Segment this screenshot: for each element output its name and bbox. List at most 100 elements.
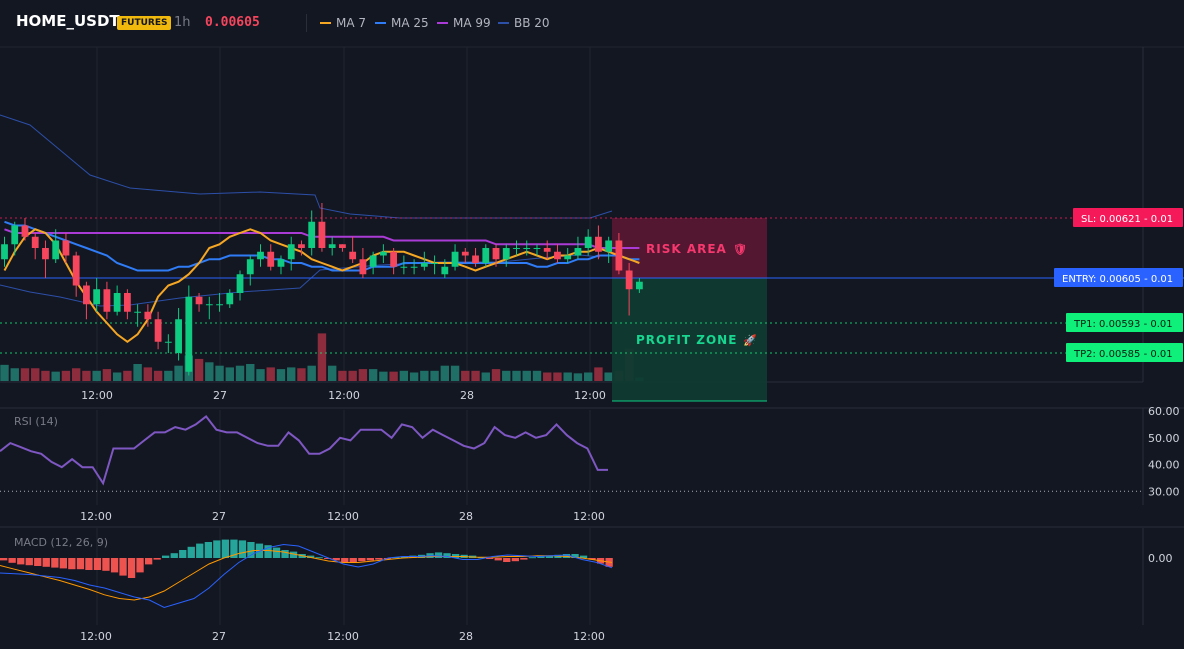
legend-bb20[interactable]: BB 20: [498, 16, 550, 30]
candle-body: [277, 259, 285, 267]
macd-histogram-bar: [170, 553, 178, 558]
candle-body: [625, 270, 633, 290]
symbol-name[interactable]: HOME_USDT: [16, 12, 120, 30]
price-time-axis: 12:00 27 12:00 28 12:00: [81, 389, 606, 402]
tp1-tag[interactable]: TP1: 0.00593 - 0.01: [1066, 313, 1183, 332]
candle-body: [154, 319, 162, 342]
candlesticks: [1, 203, 643, 376]
chart-header: HOME_USDT FUTURES 1h 0.00605 MA 7 MA 25 …: [0, 0, 1184, 46]
risk-area-label: RISK AREA 🛡: [646, 242, 748, 256]
macd-histogram-bar: [332, 558, 340, 561]
candle-body: [533, 248, 541, 249]
candle-body: [379, 251, 387, 256]
legend-ma7-swatch: [320, 21, 331, 24]
volume-bar: [194, 358, 204, 381]
macd-pane[interactable]: MACD (12, 26, 9) 0.00 12:00 27 12:00 28 12:00: [0, 536, 1173, 643]
volume-bar: [553, 372, 562, 381]
entry-tag-label: ENTRY: 0.00605 - 0.01: [1062, 274, 1173, 285]
timeframe-label[interactable]: 1h: [174, 15, 191, 30]
sl-tag[interactable]: SL: 0.00621 - 0.01: [1073, 208, 1183, 227]
volume-bar: [266, 367, 275, 381]
macd-histogram-bar: [68, 558, 76, 570]
legend-ma99-swatch: [437, 21, 448, 24]
bb-lower-line: [0, 254, 601, 307]
tp2-tag[interactable]: TP2: 0.00585 - 0.01: [1066, 343, 1183, 362]
macd-histogram-bar: [571, 554, 579, 558]
candle-body: [328, 244, 336, 248]
volume-bar: [225, 367, 234, 381]
volume-bar: [82, 370, 91, 381]
candle-body: [410, 266, 418, 268]
volume-bar: [604, 372, 613, 381]
rsi-y-tick: 50.00: [1148, 432, 1180, 445]
legend-ma25-swatch: [375, 21, 386, 24]
candle-body: [472, 255, 479, 263]
ma25-line: [4, 220, 640, 272]
volume-bar: [20, 368, 30, 381]
macd-histogram-bar: [110, 558, 119, 573]
candle-body: [175, 319, 182, 353]
volume-bar: [522, 370, 531, 381]
risk-area-text: RISK AREA: [646, 242, 727, 256]
candle-body: [72, 255, 80, 286]
volume-bar: [235, 365, 245, 381]
macd-line: [0, 543, 613, 609]
legend-ma7[interactable]: MA 7: [320, 16, 366, 30]
volume-bar: [338, 370, 347, 381]
candle-body: [605, 240, 613, 252]
time-tick-label: 28: [459, 510, 473, 523]
macd-histogram-bar: [187, 546, 195, 558]
bb-upper-line: [0, 114, 613, 219]
legend-ma25-label: MA 25: [391, 16, 429, 30]
macd-histogram-bar: [486, 558, 494, 559]
macd-histogram-bar: [264, 545, 272, 558]
sl-tag-bg: [1073, 208, 1183, 227]
macd-histogram-bar: [127, 558, 136, 578]
volume-bar: [358, 369, 368, 381]
shield-icon: 🛡: [733, 243, 748, 256]
legend-ma25[interactable]: MA 25: [375, 16, 429, 30]
legend-ma99-label: MA 99: [453, 16, 491, 30]
profit-zone-label: PROFIT ZONE 🚀: [636, 333, 758, 347]
rsi-title: RSI (14): [14, 415, 58, 428]
candle-body: [267, 251, 275, 267]
candle-body: [42, 248, 49, 260]
entry-tag[interactable]: ENTRY: 0.00605 - 0.01: [1054, 268, 1183, 287]
candle-body: [164, 341, 172, 343]
trade-zones: RISK AREA 🛡 PROFIT ZONE 🚀: [612, 218, 767, 402]
volume-bar: [205, 362, 214, 381]
volume-bar: [327, 365, 337, 381]
volume-bar: [430, 370, 439, 381]
price-pane[interactable]: RISK AREA 🛡 PROFIT ZONE 🚀 SL: 0.00621 - 0.…: [0, 114, 1184, 402]
volume-bar: [297, 368, 306, 381]
volume-bar: [409, 372, 419, 381]
macd-histogram-bar: [51, 558, 59, 568]
volume-bar: [153, 370, 163, 381]
candle-body: [226, 293, 234, 305]
candle-body: [134, 311, 142, 313]
macd-histogram-bar: [179, 550, 187, 558]
volume-bar: [71, 368, 81, 381]
time-tick-label: 12:00: [573, 510, 605, 523]
volume-bar: [256, 369, 265, 381]
candle-body: [564, 255, 572, 260]
macd-histogram-bar: [545, 555, 554, 558]
macd-histogram-bar: [17, 558, 25, 565]
rsi-line: [0, 414, 608, 486]
candle-body: [257, 251, 264, 260]
candle-body: [318, 221, 326, 248]
candle-body: [574, 248, 582, 256]
level-tags[interactable]: SL: 0.00621 - 0.01 ENTRY: 0.00605 - 0.01 T…: [1054, 208, 1183, 362]
volume-bar: [440, 365, 450, 381]
candle-body: [359, 259, 367, 275]
candle-body: [461, 251, 469, 256]
header-divider: [306, 14, 307, 32]
macd-histogram-bar: [85, 558, 93, 570]
volume-bar: [287, 367, 296, 381]
macd-histogram-bar: [324, 558, 332, 559]
macd-histogram-bar: [443, 553, 451, 558]
legend-ma99[interactable]: MA 99: [437, 16, 491, 30]
candle-body: [144, 311, 152, 320]
